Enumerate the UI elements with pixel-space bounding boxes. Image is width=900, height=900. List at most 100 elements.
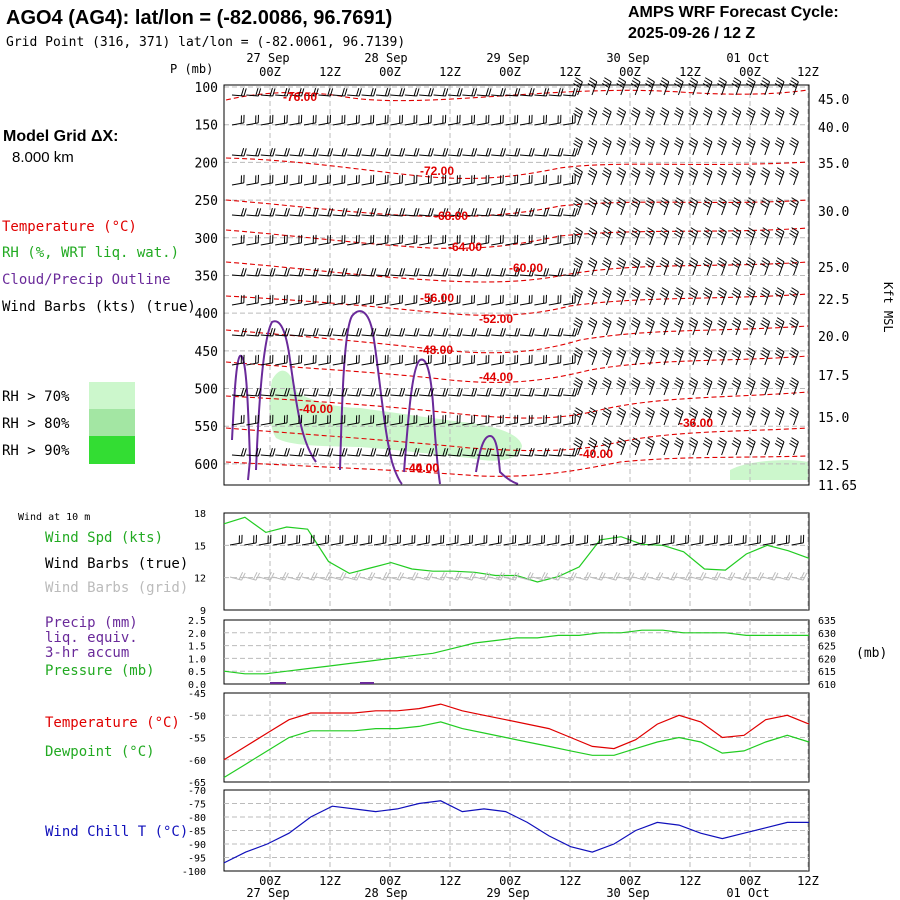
upper-air-wind-barb	[774, 437, 785, 456]
upper-air-wind-barb	[476, 354, 490, 366]
upper-air-wind-barb	[731, 77, 742, 96]
upper-air-wind-barb	[731, 167, 742, 186]
top-hour-labels: 00Z 12Z 00Z 12Z 00Z 12Z 00Z 12Z 00Z 12Z	[259, 65, 819, 79]
upper-air-wind-barb	[375, 88, 391, 97]
upper-air-wind-barb	[390, 208, 406, 217]
upper-air-wind-barb	[347, 88, 362, 97]
upper-air-wind-barb	[746, 167, 756, 186]
upper-air-wind-barb	[548, 414, 562, 426]
surface-wind-barb-grid	[431, 572, 448, 581]
upper-air-wind-barb	[760, 257, 771, 276]
legend-cloud: Cloud/Precip Outline	[2, 272, 171, 288]
upper-air-wind-barb	[688, 227, 699, 246]
upper-air-wind-barb	[275, 234, 288, 246]
upper-air-wind-barb	[390, 88, 406, 97]
y-tick-label: -95	[188, 854, 206, 865]
upper-air-wind-barb	[347, 448, 362, 457]
upper-air-wind-barb	[659, 137, 670, 156]
upper-air-wind-barb	[375, 268, 391, 277]
upper-air-wind-barb	[534, 354, 547, 366]
upper-air-wind-barb	[587, 287, 598, 306]
upper-air-wind-barb	[447, 88, 463, 97]
upper-air-wind-barb	[630, 137, 641, 156]
surface-wind-barb-grid	[460, 572, 477, 581]
surface-wind-barb	[777, 534, 790, 546]
upper-air-wind-barb	[318, 88, 334, 97]
surface-wind-barb	[287, 534, 301, 546]
y-tick-label: 1.0	[188, 654, 206, 665]
y-tick-label: 12	[194, 574, 206, 585]
upper-air-wind-barb	[246, 234, 259, 246]
pressure-ticks: 100 150 200 250 300 350 400 450 500 550 600	[195, 81, 218, 473]
upper-air-wind-barb	[616, 197, 627, 216]
upper-air-wind-barb	[361, 414, 375, 426]
upper-air-wind-barb	[462, 388, 478, 397]
upper-air-wind-barb	[505, 354, 519, 366]
upper-air-wind-barb	[688, 77, 699, 96]
upper-air-wind-barb	[702, 377, 713, 396]
upper-air-wind-barb	[674, 227, 684, 246]
upper-air-wind-barb	[645, 227, 655, 246]
upper-air-wind-barb	[419, 88, 434, 97]
upper-air-wind-barb	[746, 407, 756, 426]
surface-wind-barb-grid	[417, 572, 433, 581]
upper-air-wind-barbs	[231, 77, 799, 457]
upper-air-wind-barb	[491, 354, 504, 366]
upper-air-wind-barb	[519, 414, 533, 426]
upper-air-wind-barb	[375, 114, 389, 126]
upper-air-wind-barb	[573, 317, 583, 336]
upper-air-wind-barb	[688, 287, 699, 306]
upper-air-wind-barb	[476, 414, 490, 426]
upper-air-wind-barb	[630, 407, 641, 426]
upper-air-wind-barb	[433, 388, 449, 397]
upper-air-wind-barb	[616, 347, 627, 366]
pressure-tick-label: 300	[195, 232, 218, 247]
upper-air-wind-barb	[616, 257, 627, 276]
upper-air-wind-barb	[390, 328, 406, 337]
upper-air-wind-barb	[390, 388, 406, 397]
upper-air-wind-barb	[587, 257, 598, 276]
upper-air-wind-barb	[674, 197, 684, 216]
bottom-date-labels: 27 Sep 28 Sep 29 Sep 30 Sep 01 Oct	[246, 886, 769, 900]
upper-air-wind-barb	[491, 114, 504, 126]
upper-air-wind-barb	[505, 328, 521, 337]
upper-air-wind-barb	[630, 107, 641, 126]
upper-air-wind-barb	[674, 167, 684, 186]
upper-air-wind-barb	[534, 114, 547, 126]
top-date-labels: 27 Sep 28 Sep 29 Sep 30 Sep 01 Oct	[246, 51, 769, 65]
upper-air-wind-barb	[361, 328, 377, 337]
top-date-label: 27 Sep	[246, 51, 289, 65]
upper-air-wind-barb	[433, 114, 447, 126]
upper-air-wind-barb	[717, 77, 727, 96]
upper-air-wind-barb	[491, 388, 506, 397]
temperature-line	[223, 703, 810, 761]
upper-air-wind-barb	[645, 137, 655, 156]
upper-air-wind-barb	[231, 88, 247, 97]
upper-air-wind-barb	[616, 167, 627, 186]
bottom-hour-label: 00Z	[379, 874, 401, 888]
surface-wind-barb	[647, 534, 661, 546]
legend-rh90-swatch	[89, 436, 135, 464]
upper-air-wind-barb	[347, 148, 362, 157]
upper-air-wind-barb	[332, 354, 346, 366]
upper-air-wind-barb	[390, 294, 403, 306]
top-date-label: 28 Sep	[364, 51, 407, 65]
upper-air-wind-barb	[246, 174, 259, 186]
upper-air-wind-barb	[548, 294, 562, 306]
upper-air-wind-barb	[645, 77, 655, 96]
pressure-tick-label: 200	[195, 156, 218, 171]
surface-wind-barb-grid	[589, 572, 606, 581]
upper-air-wind-barb	[587, 137, 598, 156]
upper-air-wind-barb	[447, 234, 461, 246]
upper-air-wind-barb	[462, 354, 475, 366]
upper-air-wind-barb	[688, 137, 699, 156]
temperature-contour-label: -44.00	[479, 370, 513, 384]
upper-air-wind-barb	[573, 167, 583, 186]
upper-air-wind-barb	[491, 208, 506, 217]
upper-air-wind-barb	[505, 388, 521, 397]
upper-air-wind-barb	[702, 77, 713, 96]
upper-air-wind-barb	[563, 208, 578, 217]
forecast-cycle: 2025-09-26 / 12 Z	[628, 25, 755, 42]
surface-wind-barb	[589, 534, 603, 546]
upper-air-wind-barb	[702, 317, 713, 336]
